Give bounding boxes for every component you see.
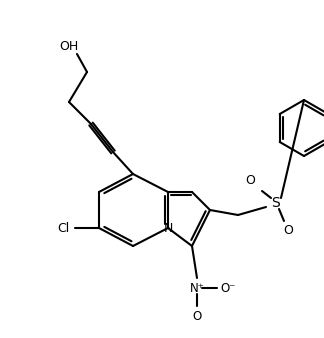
Text: N: N: [163, 221, 173, 235]
Text: Cl: Cl: [57, 221, 69, 235]
Text: OH: OH: [59, 40, 79, 52]
Text: S: S: [272, 196, 280, 210]
Text: N⁺: N⁺: [190, 282, 204, 294]
Text: O: O: [283, 224, 293, 238]
Text: O⁻: O⁻: [220, 282, 236, 294]
Text: O: O: [192, 310, 202, 322]
Text: O: O: [245, 174, 255, 188]
